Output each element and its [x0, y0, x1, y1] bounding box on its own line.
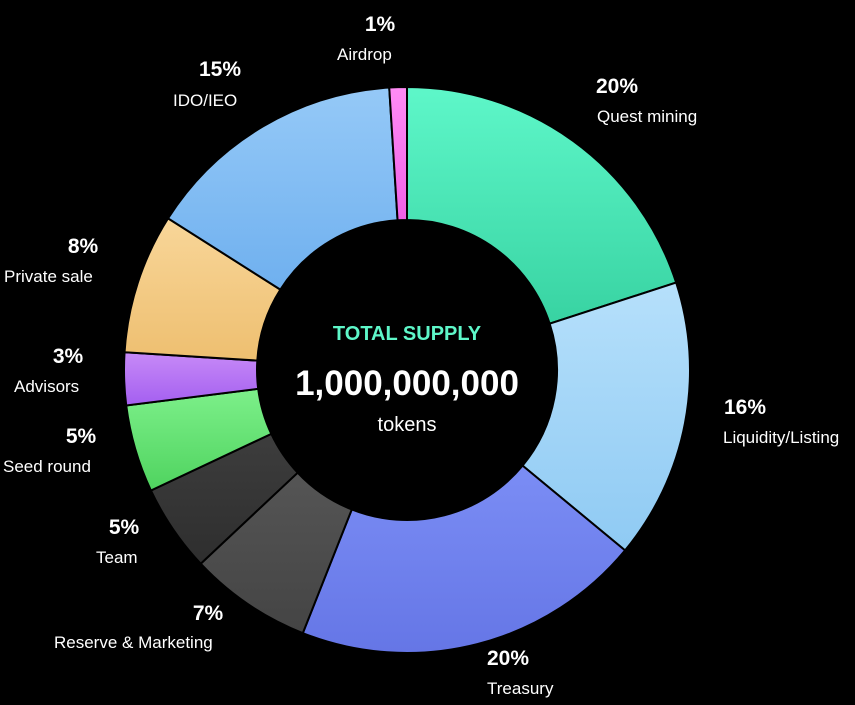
slice-label-ido-ieo: IDO/IEO	[173, 91, 237, 110]
slice-percent-treasury: 20%	[487, 647, 529, 670]
slice-percent-team: 5%	[109, 516, 140, 539]
slice-label-seed-round: Seed round	[3, 457, 91, 476]
slice-percent-airdrop: 1%	[365, 13, 396, 36]
slice-liquidity-listing	[521, 281, 691, 552]
donut-slices	[123, 85, 691, 654]
slice-quest-mining	[406, 85, 678, 325]
slice-label-liquidity-listing: Liquidity/Listing	[723, 428, 839, 447]
slice-label-team: Team	[96, 548, 138, 567]
center-unit: tokens	[378, 414, 437, 436]
slice-percent-ido-ieo: 15%	[199, 58, 241, 81]
slice-airdrop	[388, 85, 408, 222]
slice-label-reserve-marketing: Reserve & Marketing	[54, 633, 213, 652]
slice-label-advisors: Advisors	[14, 377, 79, 396]
slice-label-treasury: Treasury	[487, 679, 554, 698]
center-total-supply: 1,000,000,000	[295, 364, 519, 403]
slice-percent-private-sale: 8%	[68, 235, 99, 258]
slice-percent-reserve-marketing: 7%	[193, 602, 224, 625]
slice-percent-seed-round: 5%	[66, 425, 97, 448]
slice-ido-ieo	[166, 86, 399, 292]
slice-label-quest-mining: Quest mining	[597, 107, 697, 126]
slice-label-airdrop: Airdrop	[337, 45, 392, 64]
center-title: TOTAL SUPPLY	[333, 323, 482, 345]
slice-percent-advisors: 3%	[53, 345, 84, 368]
slice-percent-liquidity-listing: 16%	[724, 396, 766, 419]
slice-label-private-sale: Private sale	[4, 267, 93, 286]
donut-hole	[258, 221, 556, 519]
center-summary: TOTAL SUPPLY 1,000,000,000 tokens	[295, 323, 519, 436]
slice-treasury	[301, 464, 627, 654]
slice-percent-quest-mining: 20%	[596, 75, 638, 98]
slice-labels: 20% Quest mining 16% Liquidity/Listing 20% Tr…	[3, 13, 839, 698]
